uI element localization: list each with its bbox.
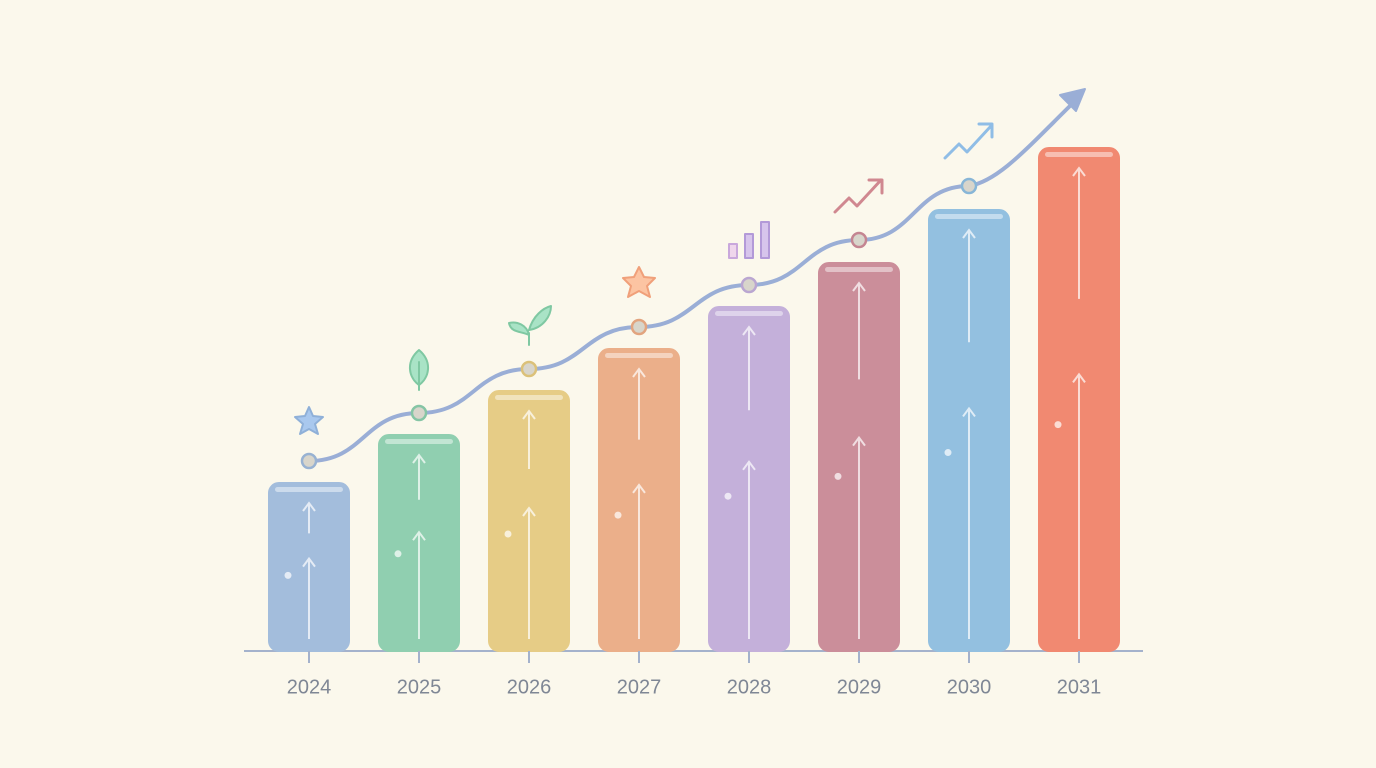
bar-arrow <box>302 556 316 639</box>
bar-highlight <box>1045 152 1113 157</box>
bar-arrow <box>412 453 426 500</box>
bar-dot <box>394 550 402 558</box>
sprout-icon <box>508 305 552 346</box>
bar-highlight <box>495 395 563 400</box>
bars-icon <box>760 221 770 259</box>
bar-arrow <box>962 228 976 343</box>
trend-point <box>410 404 428 422</box>
x-tick-label: 2030 <box>947 676 992 698</box>
star-icon <box>622 266 656 298</box>
trend-icon <box>943 122 994 160</box>
trend-point <box>960 177 978 195</box>
bar-arrow <box>412 530 426 639</box>
trend-point <box>850 231 868 249</box>
bar-arrow <box>852 281 866 380</box>
bar-arrow <box>1072 372 1086 639</box>
leaf-icon <box>409 349 429 391</box>
trend-icon <box>833 178 884 214</box>
x-tick-label: 2026 <box>507 676 552 698</box>
bar-arrow <box>522 506 536 639</box>
bar-arrow <box>742 325 756 411</box>
x-tick-label: 2029 <box>837 676 882 698</box>
bar-arrow <box>522 409 536 469</box>
x-tick-label: 2028 <box>727 676 772 698</box>
bar-arrow <box>1072 166 1086 299</box>
bar-dot <box>724 492 732 500</box>
trend-extension <box>967 100 1076 188</box>
x-tick-label: 2027 <box>617 676 662 698</box>
bar-arrow <box>742 460 756 639</box>
trend-point <box>300 452 318 470</box>
x-tick-label: 2031 <box>1057 676 1102 698</box>
bar-dot <box>1054 421 1062 429</box>
trend-point <box>740 276 758 294</box>
trend-point <box>520 360 538 378</box>
bar-arrow <box>852 435 866 639</box>
star-icon <box>294 406 324 435</box>
bar-arrow <box>302 501 316 534</box>
bar-dot <box>504 530 512 538</box>
bar-highlight <box>935 214 1003 219</box>
bar-highlight <box>605 353 673 358</box>
x-tick-label: 2024 <box>287 676 332 698</box>
bar-dot <box>614 511 622 519</box>
bars-icon <box>744 233 754 259</box>
trend-arrowhead <box>1059 88 1086 112</box>
icons <box>294 122 994 435</box>
bars-icon <box>728 243 738 259</box>
bar-highlight <box>825 267 893 272</box>
bar-dot <box>284 571 292 579</box>
bar-arrow <box>632 367 646 440</box>
trend-point <box>630 318 648 336</box>
bar-dot <box>834 472 842 480</box>
bar-dot <box>944 449 952 457</box>
bar-arrow <box>962 406 976 639</box>
x-tick-label: 2025 <box>397 676 442 698</box>
bar-highlight <box>275 487 343 492</box>
bar-arrow <box>632 483 646 639</box>
bar-highlight <box>715 311 783 316</box>
bar-highlight <box>385 439 453 444</box>
